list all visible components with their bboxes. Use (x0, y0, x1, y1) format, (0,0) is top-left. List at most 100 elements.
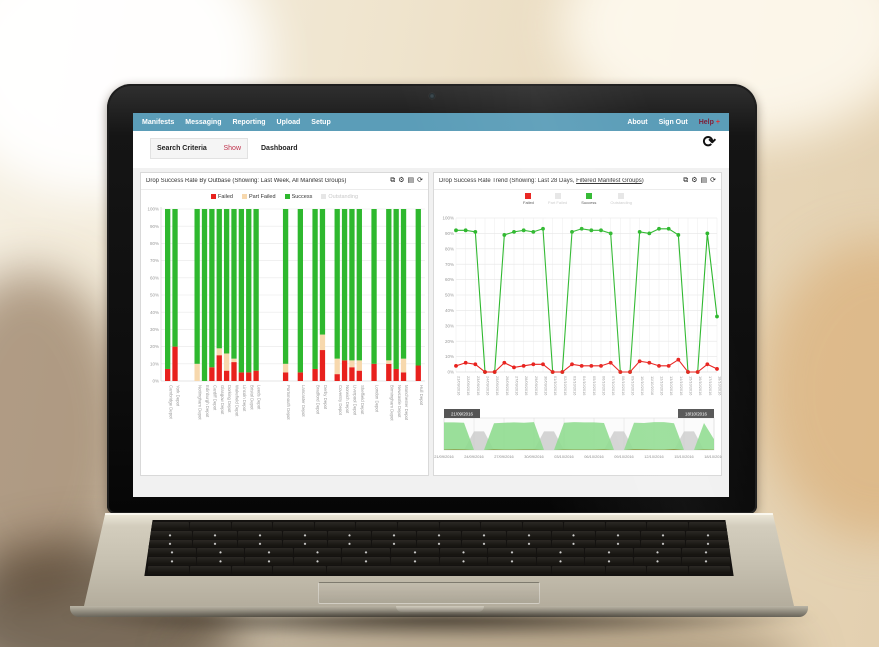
settings-gear-icon[interactable]: ⚙ (691, 177, 698, 184)
webcam (429, 93, 435, 99)
panel-title-text: Drop Success Rate Trend (Showing: Last 2… (439, 178, 577, 184)
legend-swatch (284, 194, 290, 199)
key (327, 539, 372, 548)
open-window-icon[interactable]: ⧉ (683, 177, 689, 184)
svg-text:14/10/2016: 14/10/2016 (679, 376, 684, 395)
nav-item-about[interactable]: About (627, 118, 648, 126)
nav-item-reporting[interactable]: Reporting (232, 118, 266, 126)
key (689, 522, 730, 530)
panel-title: Drop Success Rate Trend (Showing: Last 2… (439, 178, 644, 184)
svg-text:100%: 100% (442, 216, 454, 221)
search-criteria-label: Search Criteria (157, 145, 207, 152)
nav-item-setup[interactable]: Setup (311, 118, 331, 126)
svg-text:70%: 70% (150, 258, 159, 263)
bar-chart[interactable]: 0% 10% 20% 30% 40% 50% 60% 70% 80% 90% 100% Cambrid… (141, 203, 429, 471)
legend-item-failed[interactable]: Failed (210, 193, 233, 200)
key (391, 557, 439, 566)
legend-item-failed[interactable]: Failed (523, 193, 534, 212)
keyboard (144, 520, 734, 576)
legend-item-outstanding[interactable]: Outstanding (610, 193, 632, 212)
nav-item-help[interactable]: Help + (699, 119, 720, 126)
svg-text:Coventry Depot: Coventry Depot (338, 385, 343, 416)
legend-swatch (618, 193, 625, 199)
trend-chart[interactable]: 0% 10% 20% 30% 40% 50% 60% 70% 80% 90% 100% 21/09/2… (434, 212, 723, 464)
svg-text:Lancaster Depot: Lancaster Depot (301, 385, 306, 417)
key (231, 522, 273, 530)
key (596, 530, 641, 539)
refresh-icon[interactable]: ⟳ (710, 177, 716, 184)
svg-text:60%: 60% (150, 275, 159, 280)
legend-label: Part Failed (547, 200, 568, 205)
svg-text:26/09/2016: 26/09/2016 (505, 376, 510, 395)
svg-text:06/10/2016: 06/10/2016 (584, 454, 603, 459)
settings-gear-icon[interactable]: ⚙ (398, 177, 405, 184)
export-image-icon[interactable]: ▤ (407, 177, 415, 184)
svg-text:11/10/2016: 11/10/2016 (650, 376, 655, 395)
svg-text:40%: 40% (150, 310, 159, 315)
legend-item-success[interactable]: Success (581, 193, 596, 212)
svg-text:Norwich Depot: Norwich Depot (345, 385, 350, 414)
key (391, 548, 439, 557)
svg-text:12/10/2016: 12/10/2016 (660, 376, 665, 395)
panel-header: Drop Success Rate By Outbase (Showing: L… (141, 173, 428, 190)
key (488, 557, 536, 566)
svg-text:90%: 90% (150, 224, 159, 229)
svg-text:0%: 0% (447, 370, 454, 375)
filtered-manifest-groups-link[interactable]: Filtered Manifest Groups (576, 178, 642, 184)
legend-item-part-failed[interactable]: Part Failed (548, 193, 567, 212)
key (551, 539, 596, 548)
laptop-shadow (55, 615, 825, 641)
key (372, 539, 417, 548)
svg-text:27/09/2016: 27/09/2016 (494, 454, 513, 459)
svg-text:York Depot: York Depot (176, 385, 181, 407)
key (314, 522, 356, 530)
legend-swatch (554, 193, 561, 199)
key (193, 539, 237, 548)
svg-text:15/10/2016: 15/10/2016 (674, 454, 693, 459)
legend-item-success[interactable]: Success (284, 194, 312, 200)
svg-text:0%: 0% (152, 379, 159, 384)
nav-item-sign-out[interactable]: Sign Out (658, 118, 688, 126)
key (148, 566, 189, 574)
refresh-icon[interactable]: ⟳ (702, 134, 716, 151)
refresh-icon[interactable]: ⟳ (417, 177, 423, 184)
svg-text:Manchester Depot: Manchester Depot (404, 385, 409, 421)
panel-drop-success-trend: Drop Success Rate Trend (Showing: Last 2… (433, 172, 724, 476)
svg-text:Cardiff Depot: Cardiff Depot (212, 385, 217, 411)
show-link[interactable]: Show (223, 145, 241, 152)
nav-item-upload[interactable]: Upload (276, 118, 301, 126)
key (245, 557, 293, 566)
export-image-icon[interactable]: ▤ (700, 177, 708, 184)
nav-item-messaging[interactable]: Messaging (185, 118, 222, 126)
help-label: Help (698, 118, 714, 126)
panel-toolbar-icons: ⧉ ⚙ ▤ ⟳ (390, 177, 423, 185)
legend-label: Failed (217, 193, 233, 200)
panel-drop-success-by-outbase: Drop Success Rate By Outbase (Showing: L… (140, 172, 429, 476)
open-window-icon[interactable]: ⧉ (390, 177, 396, 184)
svg-text:100%: 100% (147, 207, 159, 212)
legend-item-outstanding[interactable]: Outstanding (321, 194, 358, 200)
key (148, 539, 193, 548)
nav-item-manifests[interactable]: Manifests (142, 118, 175, 126)
svg-text:02/10/2016: 02/10/2016 (563, 376, 568, 395)
svg-text:03/10/2016: 03/10/2016 (573, 376, 578, 395)
svg-text:20%: 20% (445, 339, 454, 344)
svg-text:03/10/2016: 03/10/2016 (554, 454, 573, 459)
key (282, 530, 327, 539)
legend-item-part-failed[interactable]: Part Failed (241, 194, 276, 200)
svg-text:17/10/2016: 17/10/2016 (708, 376, 713, 395)
svg-text:23/09/2016: 23/09/2016 (476, 376, 481, 395)
key (536, 557, 585, 566)
key (506, 530, 551, 539)
key (647, 566, 688, 574)
svg-text:Sheffield Depot: Sheffield Depot (360, 385, 365, 415)
key (196, 557, 245, 566)
key (237, 539, 282, 548)
key (536, 548, 585, 557)
svg-text:21/09/2016: 21/09/2016 (457, 376, 462, 395)
svg-text:12/10/2016: 12/10/2016 (644, 454, 663, 459)
search-criteria-box[interactable]: Search Criteria Show (150, 138, 248, 159)
key (273, 522, 314, 530)
nav-left-items: Manifests Messaging Reporting Upload Setup (142, 119, 331, 126)
svg-text:London Depot: London Depot (375, 385, 380, 413)
